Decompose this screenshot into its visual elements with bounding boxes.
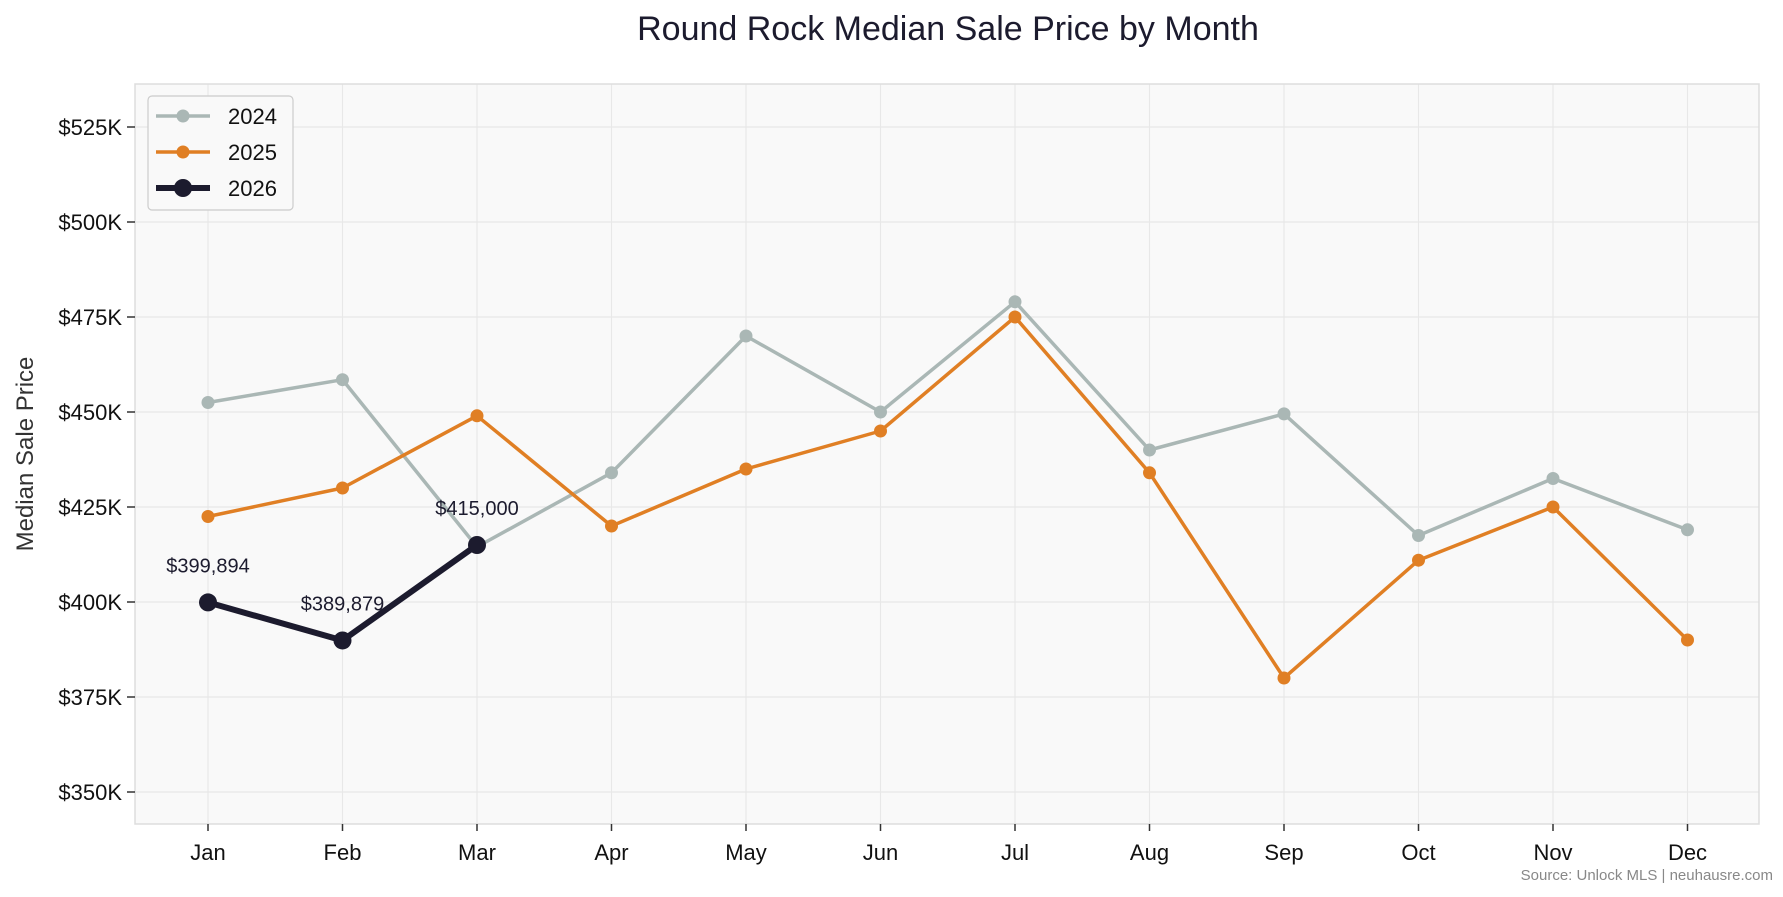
- data-point-marker: [201, 396, 215, 409]
- y-axis-label: Median Sale Price: [12, 357, 39, 552]
- data-point-marker: [1546, 500, 1560, 514]
- legend-label: 2026: [228, 176, 277, 201]
- legend-label: 2024: [228, 104, 277, 129]
- y-axis: $350K $375K $400K $425K $450K $475K $500K $525K: [58, 115, 135, 805]
- chart-title: Round Rock Median Sale Price by Month: [637, 10, 1259, 48]
- legend-marker-icon: [176, 145, 190, 159]
- data-point-marker: [1681, 523, 1694, 537]
- data-point-marker: [468, 536, 486, 554]
- x-tick-label-jan: Jan: [190, 840, 225, 865]
- data-point-marker: [739, 462, 753, 476]
- series-line-2025: [206, 315, 1690, 680]
- plot-frame: [134, 83, 1760, 825]
- x-tick-label-feb: Feb: [324, 840, 362, 865]
- data-point-marker: [199, 593, 217, 612]
- data-point-marker: [333, 631, 352, 650]
- x-tick-label-oct: Oct: [1401, 840, 1435, 865]
- legend-marker-icon: [176, 109, 190, 123]
- series-2026: [199, 536, 486, 650]
- data-point-marker: [1277, 671, 1291, 685]
- data-point-marker: [336, 373, 349, 387]
- data-point-marker: [1412, 529, 1425, 542]
- series-line-2024: [206, 300, 1690, 549]
- legend-item-2024: 2024: [156, 104, 277, 129]
- legend-item-2025: 2025: [156, 140, 277, 165]
- gridlines: [135, 84, 1759, 824]
- y-tick-label: $400K: [58, 590, 122, 615]
- data-point-marker: [605, 466, 618, 480]
- data-point-marker: [874, 424, 887, 438]
- data-point-marker: [1008, 310, 1022, 324]
- y-tick-label: $525K: [58, 115, 122, 140]
- y-tick-label: $425K: [58, 495, 122, 520]
- data-point-marker: [1546, 472, 1560, 485]
- data-point-marker: [1143, 443, 1156, 457]
- series-2025: [201, 310, 1694, 685]
- data-point-marker: [201, 510, 215, 523]
- data-point-marker: [739, 329, 753, 343]
- x-tick-label-nov: Nov: [1533, 840, 1572, 865]
- x-tick-label-apr: Apr: [594, 840, 628, 865]
- x-tick-label-jul: Jul: [1001, 840, 1029, 865]
- source-note: Source: Unlock MLS | neuhausre.com: [1521, 867, 1773, 884]
- data-point-marker: [1412, 553, 1425, 567]
- legend-marker-icon: [174, 179, 192, 197]
- plot-area: [135, 84, 1759, 824]
- y-tick-label: $375K: [58, 685, 122, 710]
- legend-label: 2025: [228, 140, 277, 165]
- x-tick-label-may: May: [725, 840, 767, 865]
- x-tick-label-mar: Mar: [458, 840, 496, 865]
- x-axis: Jan Feb Mar Apr May Jun Jul Aug Sep Oct Nov Dec: [190, 824, 1707, 865]
- data-point-marker: [1681, 633, 1694, 647]
- x-tick-label-aug: Aug: [1130, 840, 1169, 865]
- data-series: [199, 295, 1694, 685]
- data-point-marker: [605, 519, 618, 533]
- annotation-label: $415,000: [435, 498, 518, 520]
- y-tick-label: $450K: [58, 400, 122, 425]
- data-point-marker: [1143, 466, 1156, 480]
- y-tick-label: $475K: [58, 305, 122, 330]
- data-point-marker: [470, 409, 484, 423]
- legend: 2024 2025 2026: [147, 95, 294, 211]
- data-point-marker: [1008, 295, 1022, 309]
- x-tick-label-jun: Jun: [863, 840, 898, 865]
- data-point-marker: [336, 481, 349, 495]
- legend-item-2026: 2026: [156, 176, 277, 201]
- data-annotations: $399,894 $389,879 $415,000: [166, 498, 518, 615]
- x-tick-label-sep: Sep: [1264, 840, 1303, 865]
- annotation-label: $389,879: [301, 593, 384, 615]
- y-tick-label: $350K: [58, 780, 122, 805]
- data-point-marker: [874, 405, 887, 419]
- annotation-label: $399,894: [166, 555, 249, 577]
- y-tick-label: $500K: [58, 210, 122, 235]
- data-point-marker: [1277, 407, 1291, 421]
- x-tick-label-dec: Dec: [1668, 840, 1707, 865]
